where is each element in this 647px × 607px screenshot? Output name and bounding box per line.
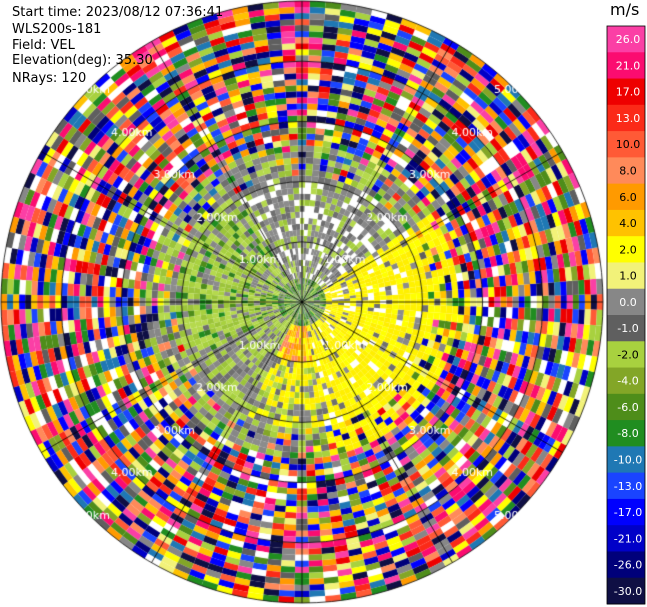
colorbar-tick-label: 17.0	[616, 86, 641, 99]
colorbar-swatch	[607, 183, 645, 211]
colorbar-swatch	[607, 236, 645, 263]
colorbar-swatch	[607, 498, 645, 526]
colorbar-tick-label: 2.0	[619, 243, 637, 256]
colorbar-swatch	[607, 341, 645, 369]
colorbar-swatch	[607, 446, 645, 474]
colorbar-tick-label: -1.0	[617, 322, 638, 335]
colorbar-tick-label: -30.0	[614, 585, 642, 598]
field-label: Field: VEL	[12, 38, 75, 53]
colorbar-tick-label: 6.0	[619, 191, 637, 204]
colorbar-swatch	[607, 157, 645, 185]
colorbar-swatch	[607, 26, 645, 53]
colorbar-tick-label: 4.0	[619, 217, 637, 230]
colorbar-tick-label: -2.0	[617, 348, 638, 361]
colorbar-tick-label: -13.0	[614, 480, 642, 493]
colorbar-swatch	[607, 525, 645, 552]
colorbar-tick-label: -8.0	[617, 427, 638, 440]
elevation-label: Elevation(deg): 35.30	[12, 53, 153, 68]
colorbar-tick-label: 21.0	[616, 59, 641, 72]
colorbar-tick-label: 8.0	[619, 165, 637, 178]
colorbar-tick-label: -6.0	[617, 401, 638, 414]
colorbar-swatch	[607, 104, 645, 132]
colorbar-tick-label: 26.0	[616, 33, 641, 46]
colorbar-swatch	[607, 315, 645, 342]
colorbar-swatch	[607, 577, 645, 605]
colorbar-swatch	[607, 472, 645, 500]
colorbar-tick-label: 1.0	[619, 270, 637, 283]
colorbar-swatch	[607, 209, 645, 237]
colorbar-swatch	[607, 393, 645, 421]
colorbar-swatch	[607, 131, 645, 158]
colorbar-swatch	[607, 367, 645, 395]
colorbar-tick-label: -26.0	[614, 559, 642, 572]
colorbar-tick-label: 0.0	[619, 296, 637, 309]
start-time-label: Start time: 2023/08/12 07:36:41	[12, 5, 224, 20]
colorbar-swatch	[607, 420, 645, 447]
colorbar-tick-label: -17.0	[614, 506, 642, 519]
colorbar-tick-label: 13.0	[616, 112, 641, 125]
colorbar-swatch	[607, 262, 645, 290]
colorbar-unit: m/s	[610, 0, 640, 19]
colorbar-tick-label: -10.0	[614, 454, 642, 467]
colorbar-swatch	[607, 288, 645, 316]
nrays-label: NRays: 120	[12, 71, 87, 86]
colorbar-tick-label: -4.0	[617, 375, 638, 388]
colorbar-swatch	[607, 78, 645, 106]
colorbar-swatch	[607, 52, 645, 80]
colorbar-swatch	[607, 551, 645, 579]
colorbar-tick-label: -21.0	[614, 532, 642, 545]
colorbar-tick-label: 10.0	[616, 138, 641, 151]
colorbar-border	[606, 25, 646, 605]
instrument-label: WLS200s-181	[12, 22, 102, 37]
